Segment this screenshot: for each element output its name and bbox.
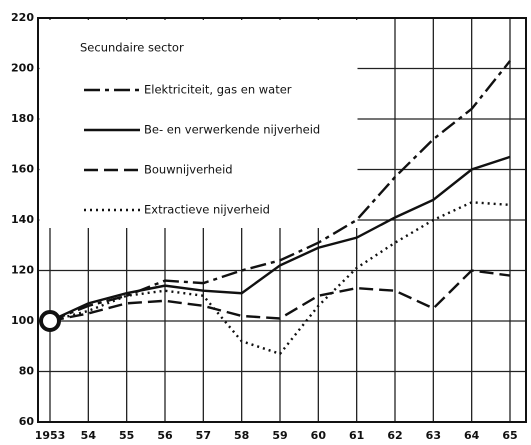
legend-label: Extractieve nijverheid — [144, 203, 270, 217]
x-tick-label: 61 — [349, 429, 364, 442]
origin-marker — [39, 310, 61, 332]
x-tick-label: 57 — [196, 429, 211, 442]
x-tick-label: 55 — [119, 429, 134, 442]
y-tick-label: 120 — [11, 264, 34, 277]
legend-title: Secundaire sector — [80, 41, 184, 55]
x-tick-label: 64 — [464, 429, 480, 442]
y-tick-label: 60 — [19, 415, 35, 428]
y-tick-label: 180 — [11, 112, 34, 125]
line — [49, 269, 511, 323]
y-tick-label: 220 — [11, 11, 34, 24]
x-tick-label: 1953 — [35, 429, 66, 442]
x-tick-label: 54 — [81, 429, 97, 442]
legend-label: Elektriciteit, gas en water — [144, 83, 292, 97]
x-tick-label: 62 — [387, 429, 402, 442]
legend-box — [39, 20, 358, 228]
y-tick-label: 200 — [11, 62, 34, 75]
y-tick-label: 80 — [19, 365, 35, 378]
x-tick-label: 65 — [502, 429, 517, 442]
x-tick-label: 63 — [426, 429, 441, 442]
legend-label: Be- en verwerkende nijverheid — [144, 123, 320, 137]
legend-label: Bouwnijverheid — [144, 163, 233, 177]
line — [49, 201, 511, 356]
line — [49, 60, 511, 323]
axes-frame — [37, 17, 527, 423]
x-tick-label: 59 — [272, 429, 287, 442]
line — [49, 155, 511, 323]
y-tick-label: 100 — [11, 314, 34, 327]
x-tick-label: 56 — [157, 429, 173, 442]
x-tick-label: 60 — [311, 429, 327, 442]
x-tick-label: 58 — [234, 429, 249, 442]
y-tick-label: 160 — [11, 163, 34, 176]
y-tick-label: 140 — [11, 213, 34, 226]
